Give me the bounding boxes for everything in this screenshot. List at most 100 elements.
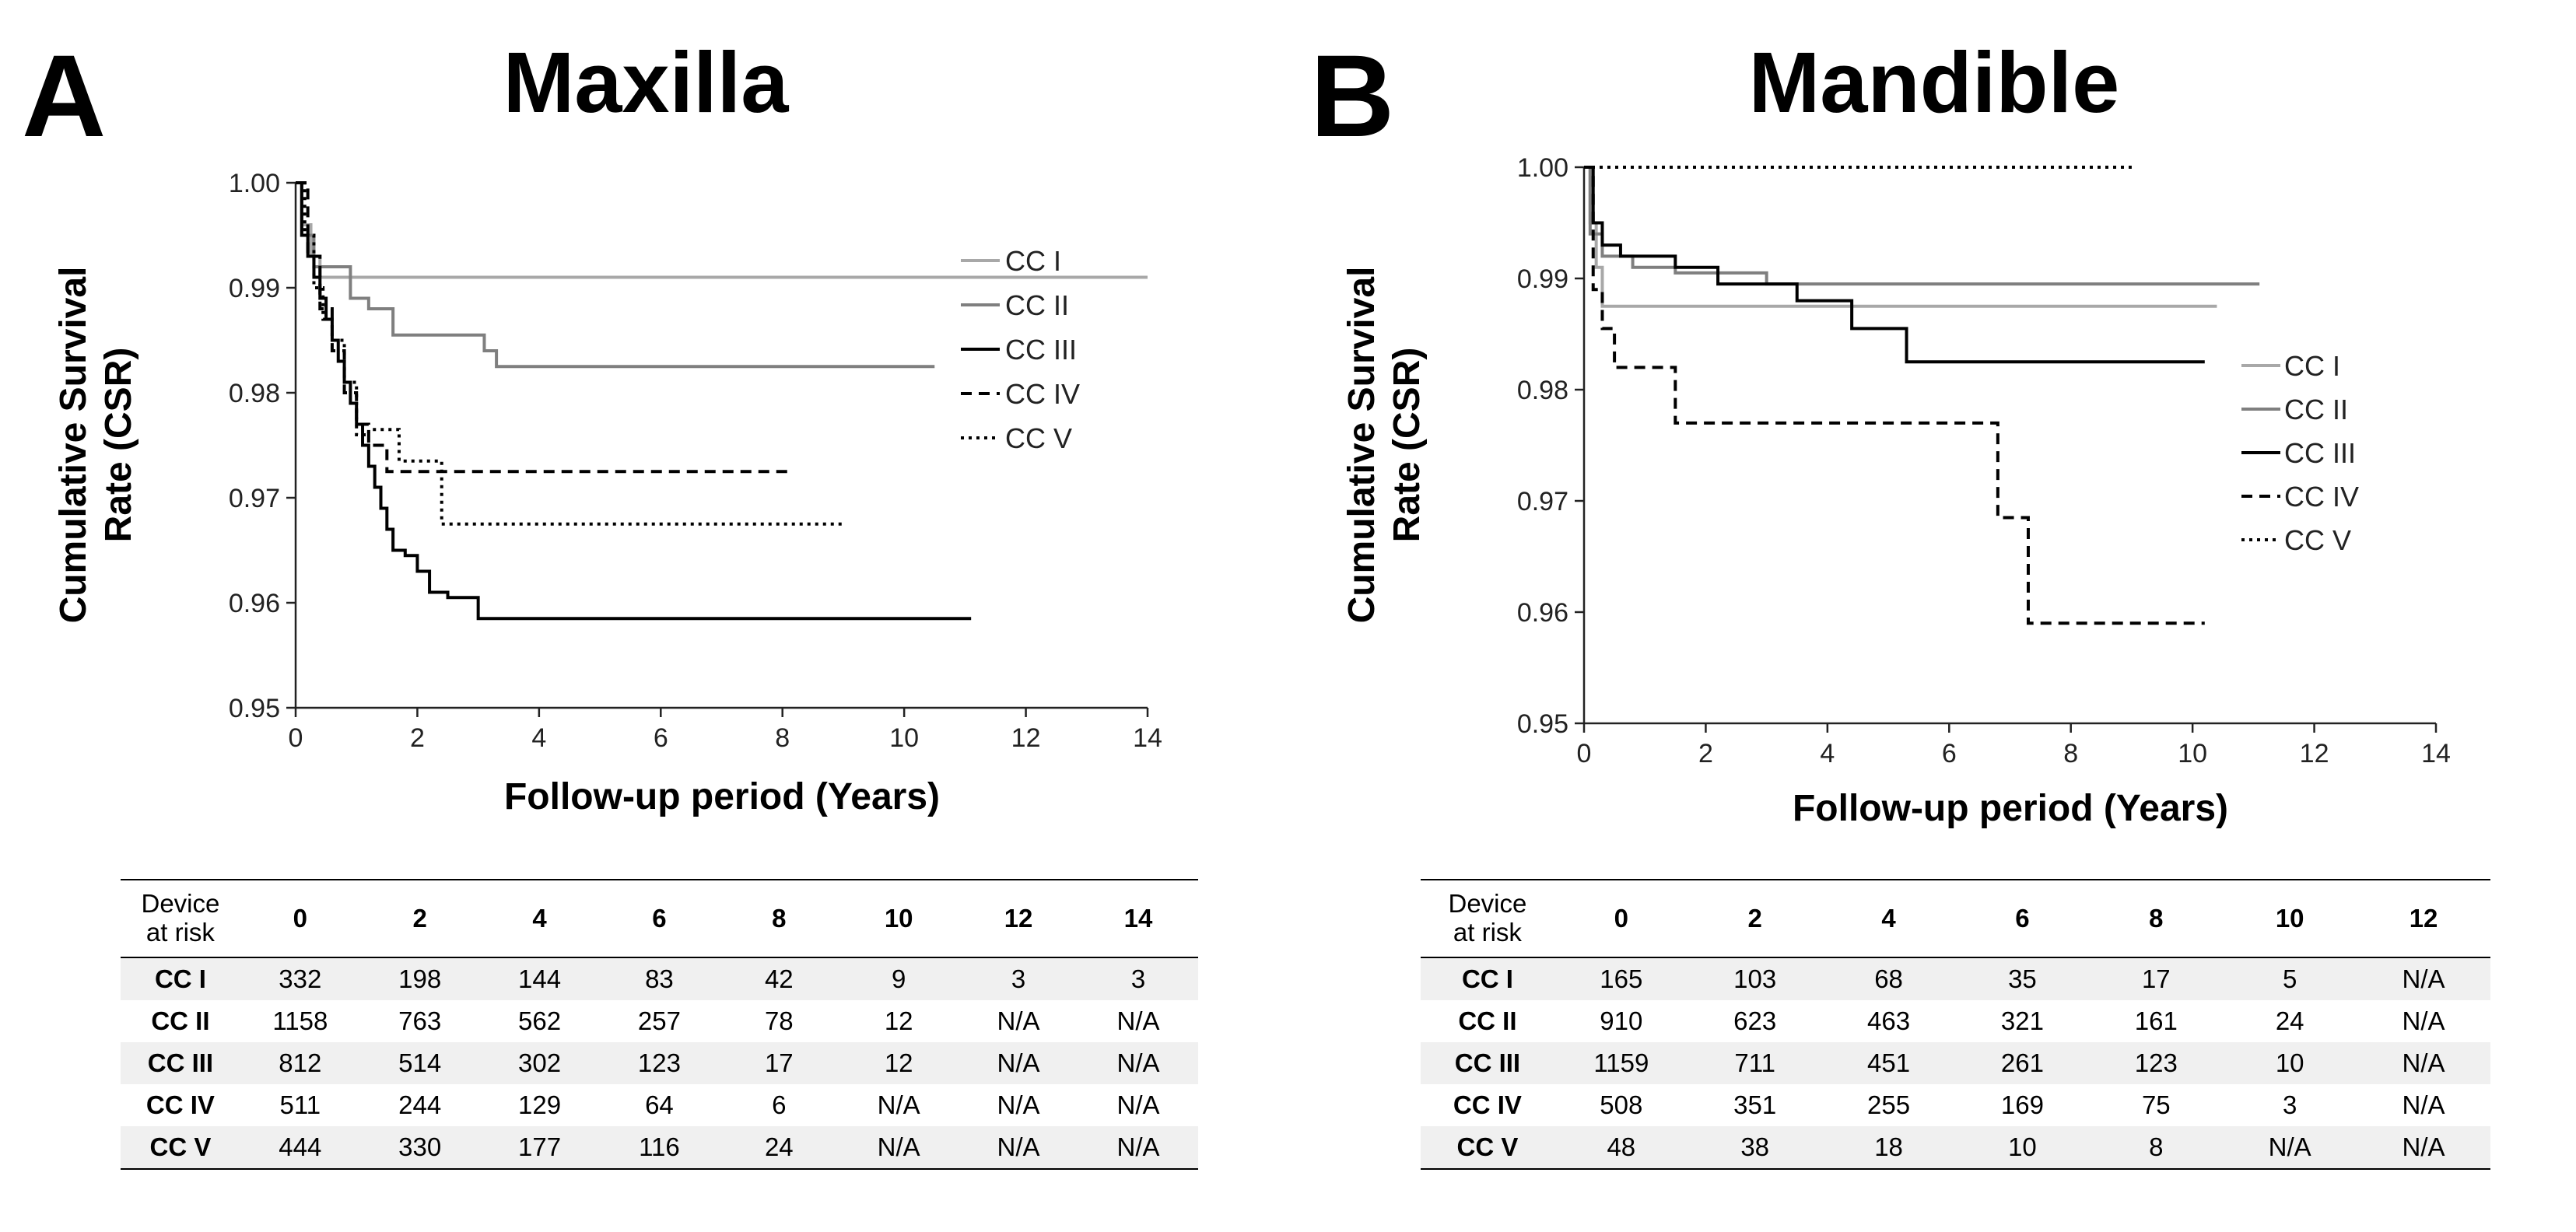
table-cell: N/A [877,1132,920,1161]
row-label: CC II [1458,1006,1517,1035]
table-row: CC V 48 38 18 10 8 N/A N/A [1421,1126,2490,1169]
table-cell: 83 [645,964,674,993]
risk-table-column-header: 4 [1881,904,1896,933]
x-tick-label: 6 [654,723,668,753]
row-label: CC I [1461,964,1513,993]
risk-table-column-header: 12 [2409,904,2438,933]
table-cell: 78 [764,1006,794,1035]
series-line-cc-ii [1584,166,2260,286]
legend-label: CC I [1005,245,1061,277]
chart-title-maxilla: Maxilla [503,35,789,131]
table-row: CC III 1159 711 451 261 123 10 N/A [1421,1042,2490,1084]
table-cell: 35 [2008,964,2037,993]
x-tick-label: 12 [1011,723,1041,753]
risk-table-column-header: 0 [293,904,307,933]
risk-table-column-header: 14 [1123,904,1153,933]
table-cell: 103 [1733,964,1777,993]
y-tick-label: 1.00 [229,169,280,198]
risk-table-header: Device at risk 0 2 4 6 8 10 12 [1421,880,2490,957]
table-cell: N/A [997,1090,1040,1119]
table-cell: 123 [2134,1048,2178,1077]
legend-label: CC III [2284,437,2356,469]
table-cell: 129 [518,1090,562,1119]
y-tick-label: 0.97 [1517,487,1568,516]
table-cell: 64 [645,1090,674,1119]
x-tick-label: 14 [2421,739,2451,768]
legend-label: CC III [1005,334,1077,366]
y-tick-label: 0.95 [1517,709,1568,739]
series-line-cc-iii [1584,166,2205,364]
table-cell: 198 [398,964,442,993]
risk-table-column-header: 2 [412,904,427,933]
table-cell: 444 [279,1132,322,1161]
table-cell: N/A [1116,1090,1160,1119]
table-cell: 330 [398,1132,442,1161]
table-cell: 332 [279,964,322,993]
table-cell: 508 [1600,1090,1643,1119]
row-label: CC III [1454,1048,1521,1077]
series-line-cc-iii [296,181,972,621]
row-label: CC I [154,964,206,993]
table-cell: N/A [1116,1132,1160,1161]
legend-label: CC II [2284,394,2348,425]
table-cell: 5 [2283,964,2297,993]
y-tick-label: 0.99 [1517,264,1568,294]
table-cell: 12 [884,1006,913,1035]
x-tick-label: 4 [531,723,546,753]
y-tick-label: 0.99 [229,274,280,303]
table-cell: 562 [518,1006,562,1035]
y-tick-label: 0.96 [229,589,280,618]
risk-table-column-header: 0 [1614,904,1628,933]
table-cell: 165 [1600,964,1643,993]
panel-mandible: B Mandible 0 2 4 6 8 10 12 14 1.00 0.99 0.98 0.97 0.… [1288,0,2576,1232]
legend-label: CC II [1005,289,1069,321]
y-tick-label: 0.97 [229,484,280,513]
row-label: CC III [147,1048,214,1077]
table-cell: N/A [2402,1006,2445,1035]
table-cell: 24 [2275,1006,2304,1035]
table-cell: 161 [2134,1006,2178,1035]
table-cell: 8 [2149,1132,2164,1161]
risk-table-head-label: Device at risk [1448,889,1527,947]
table-cell: N/A [997,1132,1040,1161]
risk-table-column-header: 10 [2275,904,2304,933]
y-axis-title: Cumulative Survival Rate (CSR) [1341,267,1428,624]
table-cell: 10 [2275,1048,2304,1077]
table-cell: N/A [997,1006,1040,1035]
table-cell: 177 [518,1132,562,1161]
table-row: CC IV 508 351 255 169 75 3 N/A [1421,1084,2490,1126]
legend-label: CC V [1005,422,1072,454]
table-cell: 10 [2008,1132,2037,1161]
series-line-cc-iv [296,181,789,474]
table-cell: 17 [764,1048,794,1077]
table-cell: 812 [279,1048,322,1077]
risk-table-mandible: Device at risk 0 2 4 6 8 10 12 CC I 165 103 68 35 17 5… [1421,879,2490,1170]
risk-table-column-header: 4 [532,904,547,933]
table-cell: 302 [518,1048,562,1077]
risk-table-column-header: 8 [772,904,787,933]
row-label: CC V [1456,1132,1519,1161]
table-row: CC IV 511 244 129 64 6 N/A N/A N/A [121,1084,1198,1126]
table-cell: N/A [2402,1048,2445,1077]
series-line-cc-ii [296,181,935,369]
table-cell: 169 [2000,1090,2044,1119]
table-cell: 257 [637,1006,681,1035]
table-cell: N/A [2268,1132,2311,1161]
x-axis-title: Follow-up period (Years) [504,776,940,817]
table-cell: 3 [2283,1090,2297,1119]
y-tick-label: 0.95 [229,694,280,723]
y-axis-title: Cumulative Survival Rate (CSR) [53,267,139,624]
table-cell: 511 [279,1090,321,1119]
table-row: CC II 910 623 463 321 161 24 N/A [1421,1000,2490,1042]
y-tick-label: 0.96 [1517,598,1568,628]
table-cell: 463 [1867,1006,1911,1035]
row-label: CC II [151,1006,210,1035]
risk-table-maxilla: Device at risk 0 2 4 6 8 10 12 14 CC I 332 198 144 83… [121,879,1198,1170]
table-cell: 68 [1874,964,1903,993]
x-tick-label: 10 [2178,739,2207,768]
x-tick-label: 12 [2300,739,2329,768]
risk-table-head-label: Device at risk [141,889,220,947]
row-label: CC IV [145,1090,215,1119]
table-cell: 451 [1867,1048,1911,1077]
x-tick-label: 10 [889,723,919,753]
